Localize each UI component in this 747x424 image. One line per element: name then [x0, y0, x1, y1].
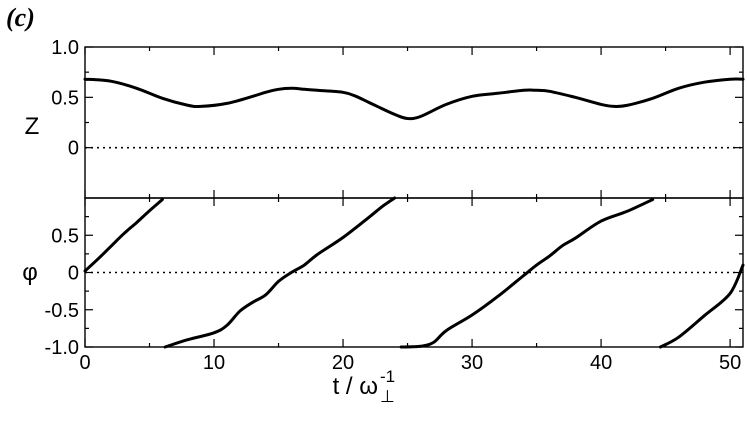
phi-axis-label: φ: [22, 259, 38, 286]
x-axis-label-subscript: ⊥: [380, 387, 395, 406]
x-axis-title: t / ω -1 ⊥: [333, 367, 396, 406]
phi-series-line-3: [399, 198, 655, 349]
phi-panel-ticks: 0 10 20 30 40 50 -1.0 -0.5 0 0.5: [45, 198, 743, 374]
panel-label: (c): [6, 3, 35, 32]
x-axis-label-superscript: -1: [380, 367, 395, 386]
x-tick-label: 20: [332, 352, 354, 374]
z-y-tick-label: 0.5: [51, 87, 79, 109]
z-panel: 0 0.5 1.0 Z: [25, 37, 745, 199]
z-series-line-1: [83, 77, 745, 121]
phi-series-line-4: [658, 263, 745, 349]
x-tick-label: 30: [461, 352, 483, 374]
x-tick-label: 10: [203, 352, 225, 374]
phi-y-tick-label: -1.0: [45, 337, 79, 359]
z-y-tick-label: 1.0: [51, 37, 79, 59]
phi-series-line-2: [163, 196, 397, 349]
x-tick-label: 40: [590, 352, 612, 374]
phi-panel: 0 10 20 30 40 50 -1.0 -0.5 0 0.5 φ: [22, 196, 745, 374]
phi-y-tick-label: 0: [68, 263, 79, 285]
x-tick-label: 0: [79, 352, 90, 374]
phi-series: [83, 196, 745, 349]
z-axis-label: Z: [25, 113, 40, 140]
z-y-tick-label: 0: [68, 138, 79, 160]
phi-series-line-1: [83, 198, 164, 273]
x-axis-label: t / ω: [333, 373, 378, 400]
x-tick-label: 50: [719, 352, 741, 374]
z-panel-ticks: 0 0.5 1.0: [51, 37, 743, 198]
phi-y-tick-label: -0.5: [45, 300, 79, 322]
z-series: [83, 77, 745, 121]
phi-y-tick-label: 0.5: [51, 225, 79, 247]
z-panel-frame: [84, 46, 744, 199]
